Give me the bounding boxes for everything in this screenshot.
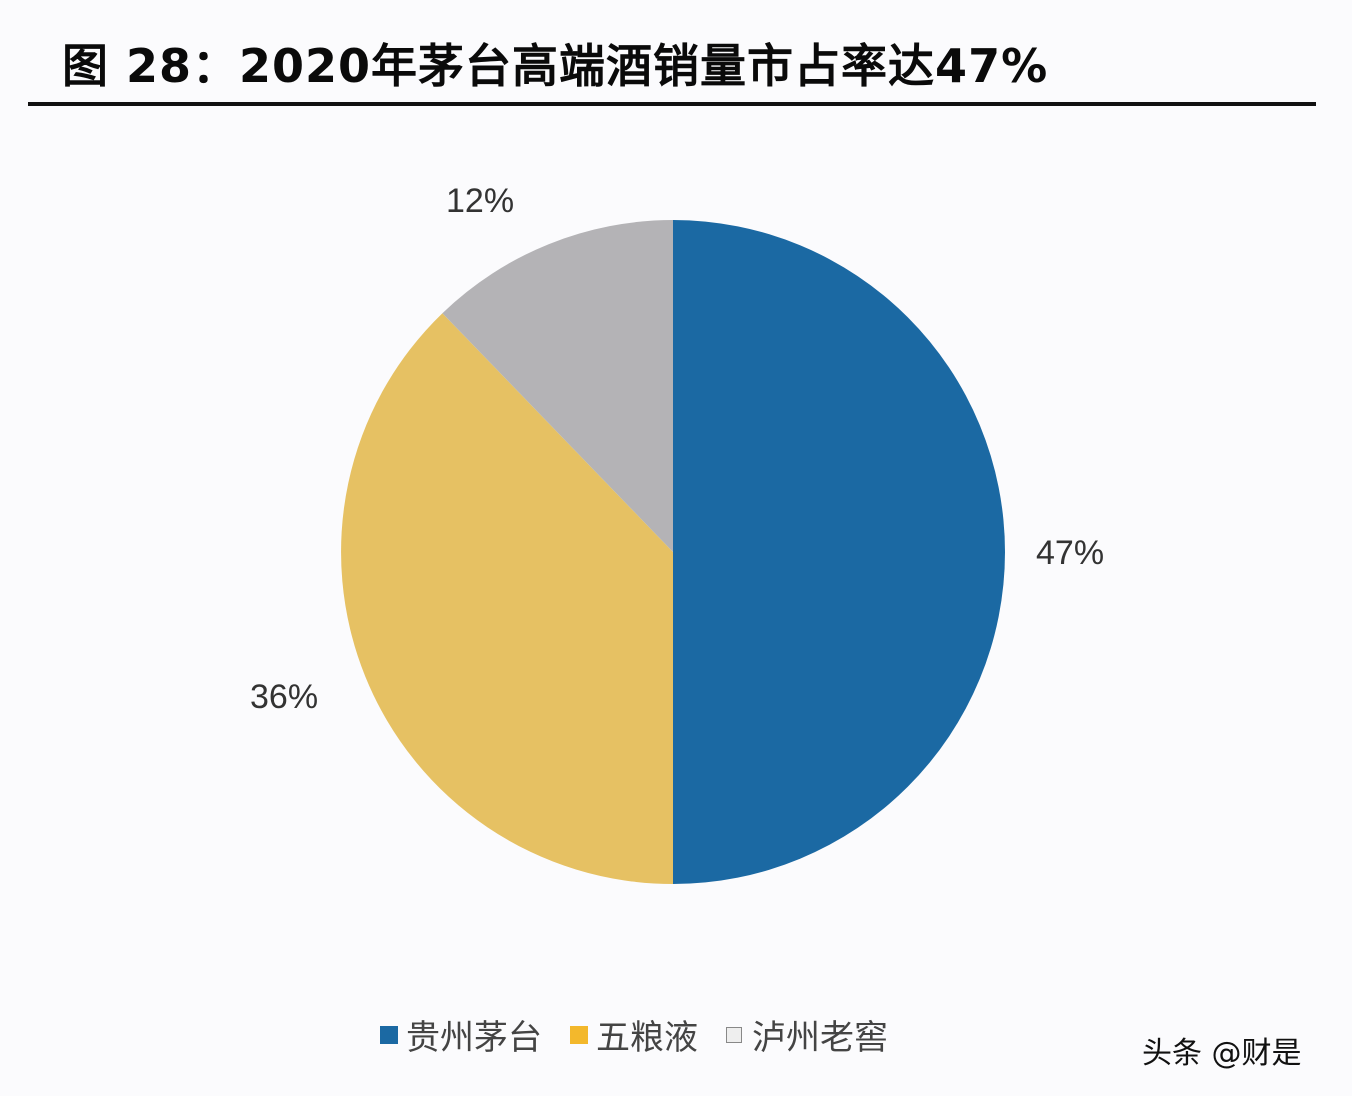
slice-moutai — [673, 220, 1005, 884]
label-luzhou: 12% — [446, 182, 515, 220]
legend: 贵州茅台 五粮液 泸州老窖 — [380, 1010, 916, 1059]
legend-item-moutai: 贵州茅台 — [380, 1010, 542, 1059]
label-moutai: 47% — [1036, 534, 1105, 572]
slice-luzhou — [442, 220, 673, 552]
legend-swatch-yellow-icon — [570, 1025, 588, 1044]
legend-item-wuliangye: 五粮液 — [570, 1010, 698, 1059]
label-wuliangye: 36% — [250, 678, 319, 716]
legend-swatch-blue-icon — [380, 1025, 398, 1044]
legend-item-luzhou: 泸州老窖 — [726, 1010, 888, 1059]
legend-swatch-gray-icon — [726, 1026, 742, 1043]
chart-title: 图 28：2020年茅台高端酒销量市占率达47% — [62, 39, 1049, 93]
legend-label: 五粮液 — [596, 1018, 698, 1058]
title-underline — [28, 102, 1316, 106]
legend-label: 贵州茅台 — [406, 1018, 542, 1058]
slice-wuliangye — [341, 313, 673, 884]
legend-label: 泸州老窖 — [752, 1018, 888, 1058]
watermark: 头条 @财是 — [1142, 1036, 1302, 1071]
